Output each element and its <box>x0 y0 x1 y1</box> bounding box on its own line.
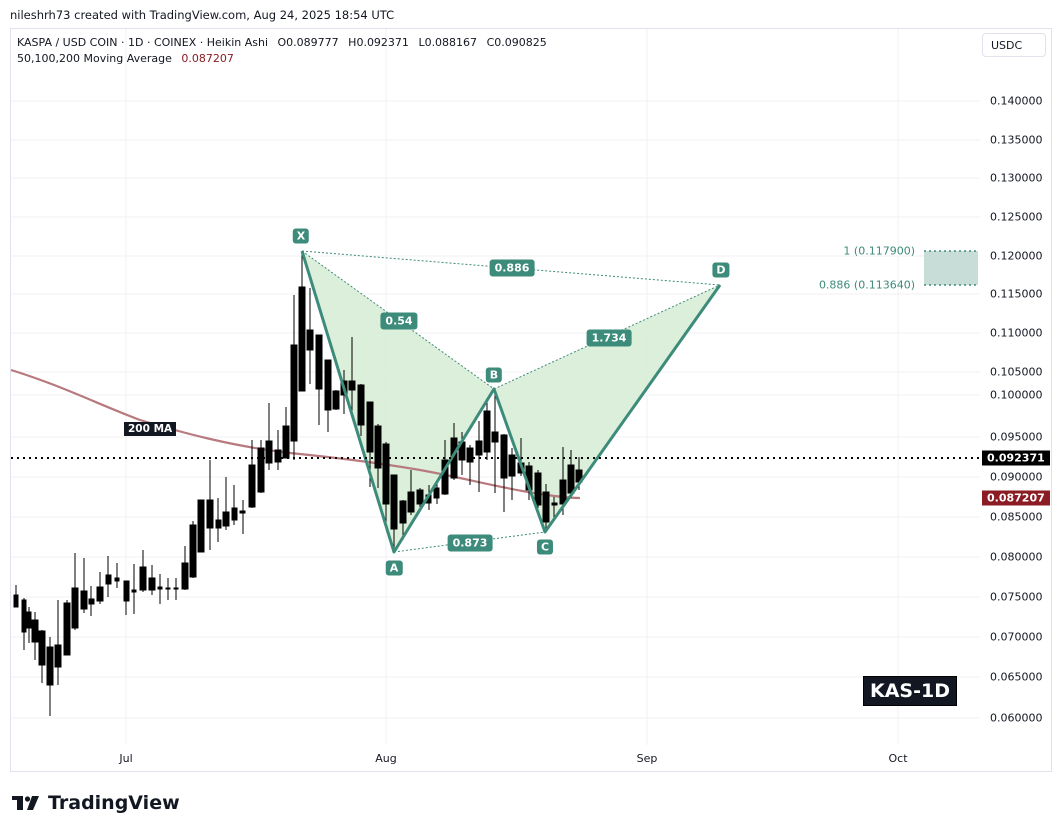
price-tick: 0.090000 <box>990 470 1043 484</box>
fib-level-0886-label: 0.886 (0.113640) <box>818 278 915 292</box>
tradingview-logo[interactable]: TradingView <box>12 792 180 814</box>
price-tick: 0.075000 <box>990 590 1043 604</box>
price-tick: 0.080000 <box>990 550 1043 564</box>
price-tick: 0.060000 <box>990 711 1043 725</box>
price-tick: 0.105000 <box>990 365 1043 379</box>
price-tick: 0.135000 <box>990 133 1043 147</box>
price-tick: 0.120000 <box>990 249 1043 263</box>
price-tick: 0.125000 <box>990 210 1043 224</box>
brand-name: TradingView <box>48 792 180 814</box>
ratio-ac-label: 0.873 <box>447 534 493 552</box>
price-tick: 0.110000 <box>990 326 1043 340</box>
price-tick: 0.065000 <box>990 670 1043 684</box>
ratio-xd-label: 0.886 <box>489 259 535 277</box>
time-tick: Sep <box>636 752 658 765</box>
price-tick: 0.140000 <box>990 94 1043 108</box>
ohlc-close: C0.090825 <box>486 36 547 49</box>
pattern-legs <box>300 250 722 554</box>
price-tick: 0.130000 <box>990 171 1043 185</box>
ma-indicator-label[interactable]: 50,100,200 Moving Average <box>17 52 172 65</box>
time-tick: Oct <box>888 752 908 765</box>
last-price-tag: 0.092371 <box>982 450 1050 466</box>
fib-level-1-label: 1 (0.117900) <box>843 244 915 258</box>
ticker-badge: KAS-1D <box>863 676 957 706</box>
point-x-label: X <box>292 228 310 244</box>
ratio-bd-label: 1.734 <box>586 329 632 347</box>
currency-unit-button[interactable]: USDC <box>982 33 1046 57</box>
price-tick: 0.100000 <box>990 388 1043 402</box>
tradingview-logo-icon <box>12 796 39 810</box>
candles <box>13 254 583 716</box>
ma-indicator-value: 0.087207 <box>181 52 234 65</box>
time-tick: Aug <box>375 752 397 765</box>
prz-box <box>924 251 978 285</box>
ohlc-open: O0.089777 <box>277 36 339 49</box>
ohlc-high: H0.092371 <box>348 36 409 49</box>
ohlc-low: L0.088167 <box>418 36 478 49</box>
point-d-label: D <box>712 262 730 278</box>
ratio-xb-label: 0.54 <box>380 312 418 330</box>
chart-frame <box>10 28 1052 772</box>
point-a-label: A <box>385 560 403 576</box>
point-c-label: C <box>536 539 554 555</box>
symbol-info[interactable]: KASPA / USD COIN · 1D · COINEX · Heikin … <box>17 36 269 49</box>
harmonic-pattern <box>301 250 721 553</box>
time-tick: Jul <box>119 752 133 765</box>
point-b-label: B <box>485 367 503 383</box>
price-tick: 0.115000 <box>990 287 1043 301</box>
ma-price-tag: 0.087207 <box>982 490 1050 506</box>
chart-legend: KASPA / USD COIN · 1D · COINEX · Heikin … <box>17 35 547 67</box>
price-tick: 0.085000 <box>990 510 1043 524</box>
chart-credit: nileshrh73 created with TradingView.com,… <box>10 8 395 22</box>
ma-200-annotation: 200 MA <box>124 422 177 436</box>
price-tick: 0.070000 <box>990 630 1043 644</box>
price-tick: 0.095000 <box>990 430 1043 444</box>
